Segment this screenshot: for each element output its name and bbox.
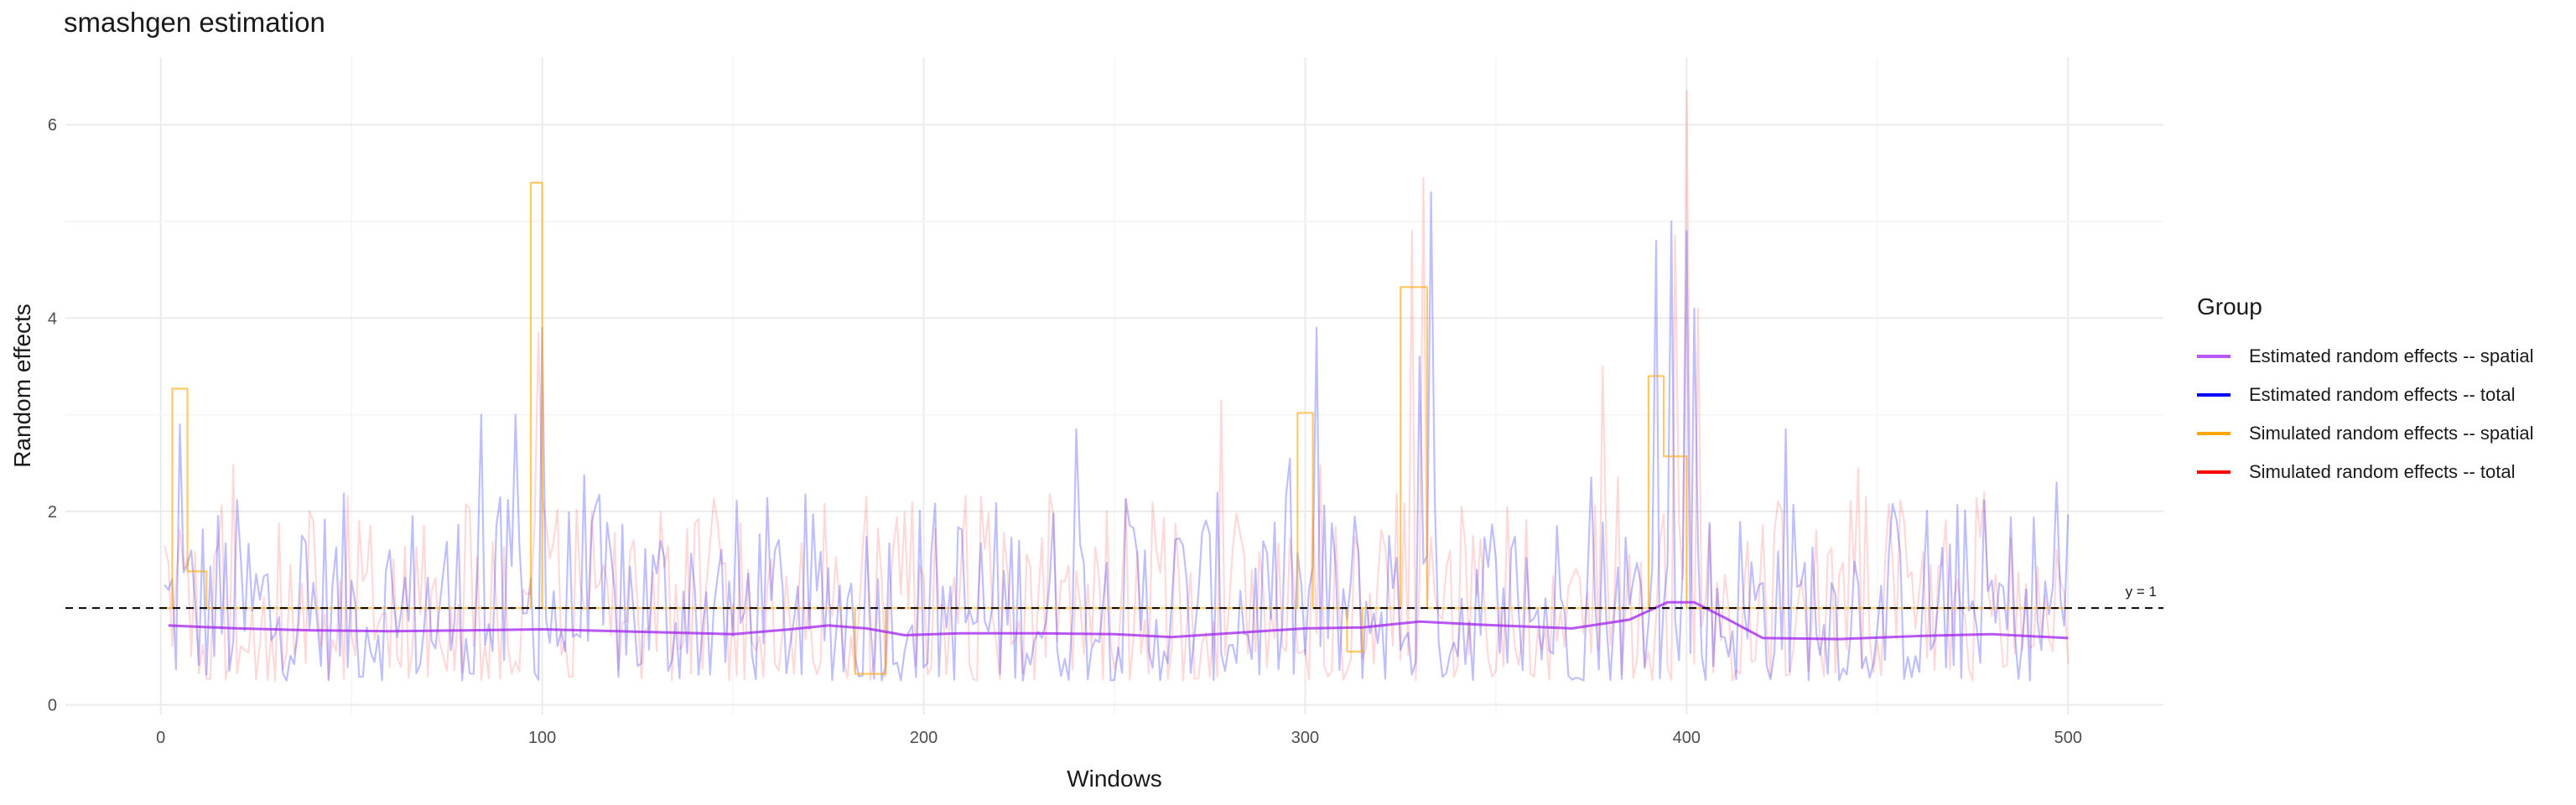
legend-item: Estimated random effects -- spatial bbox=[2197, 337, 2534, 376]
x-tick-label: 400 bbox=[1673, 729, 1701, 747]
y-tick-label: 6 bbox=[48, 117, 57, 135]
grid bbox=[65, 57, 2163, 714]
y-tick-label: 2 bbox=[48, 503, 57, 522]
x-tick-label: 300 bbox=[1291, 729, 1319, 747]
y-tick-label: 4 bbox=[48, 309, 57, 328]
x-tick-label: 0 bbox=[156, 729, 165, 747]
series-line bbox=[168, 600, 2069, 641]
legend-label: Simulated random effects -- total bbox=[2249, 461, 2516, 482]
x-tick-label: 200 bbox=[910, 729, 937, 747]
legend-swatch bbox=[2197, 470, 2231, 474]
series-layer bbox=[160, 90, 2072, 682]
chart-title: smashgen estimation bbox=[64, 7, 325, 38]
series-line bbox=[160, 181, 2072, 675]
x-tick-label: 500 bbox=[2054, 729, 2082, 747]
reference-line: y = 1 bbox=[65, 584, 2163, 610]
legend-item: Simulated random effects -- total bbox=[2197, 453, 2534, 491]
reference-line-label: y = 1 bbox=[2126, 584, 2157, 600]
legend-label: Estimated random effects -- spatial bbox=[2249, 345, 2534, 366]
y-axis-label: Random effects bbox=[9, 304, 35, 468]
y-tick-label: 0 bbox=[48, 696, 57, 714]
legend-item: Estimated random effects -- total bbox=[2197, 376, 2534, 414]
legend-title: Group bbox=[2197, 293, 2262, 319]
axis-ticks: 0 100 200 300 400 500 0 2 4 6 bbox=[48, 117, 2082, 747]
x-axis-label: Windows bbox=[1067, 766, 1162, 792]
x-tick-label: 100 bbox=[528, 729, 556, 747]
legend-label: Simulated random effects -- spatial bbox=[2249, 423, 2534, 444]
legend: Group Estimated random effects -- spatia… bbox=[2197, 293, 2534, 491]
legend-label: Estimated random effects -- total bbox=[2249, 384, 2516, 405]
series-line bbox=[164, 90, 2070, 682]
legend-swatch bbox=[2197, 355, 2231, 358]
legend-item: Simulated random effects -- spatial bbox=[2197, 414, 2534, 453]
legend-swatch bbox=[2197, 393, 2231, 397]
legend-swatch bbox=[2197, 432, 2231, 435]
series-line bbox=[164, 191, 2070, 682]
